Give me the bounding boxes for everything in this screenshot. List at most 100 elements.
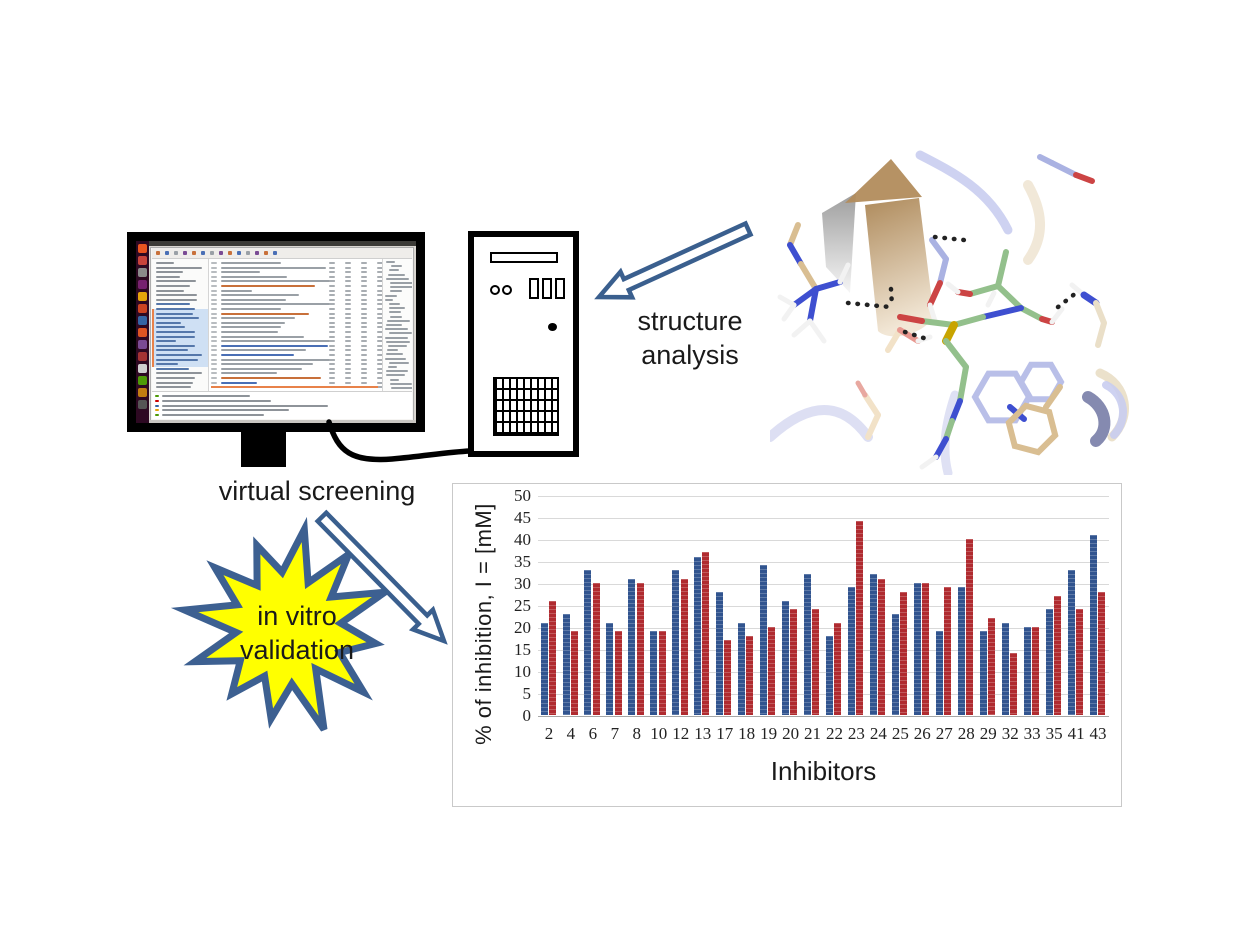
screen-noise-line [361, 262, 367, 264]
screen-noise-line [329, 280, 335, 283]
screen-noise-line [390, 315, 403, 318]
screen-noise-line [211, 321, 217, 324]
desktop-launcher-bar [136, 241, 149, 423]
dock-icon [138, 244, 147, 253]
screen-noise-line [386, 353, 404, 356]
grid-line [538, 693, 1109, 695]
x-tick-label: 19 [760, 724, 778, 743]
screen-noise-line [345, 317, 351, 320]
toolbar-icon [183, 251, 187, 255]
hydrogen-bond-dashes [845, 234, 1079, 343]
screen-noise-line [211, 308, 217, 310]
screen-noise-line [388, 303, 401, 305]
screen-noise-line [156, 285, 190, 287]
screen-noise-line [361, 266, 367, 269]
screen-noise-line [329, 331, 335, 333]
screen-noise-line [162, 399, 271, 402]
screen-noise-line [211, 331, 217, 333]
screen-noise-line [211, 367, 217, 370]
screen-noise-line [361, 377, 367, 379]
screen-noise-line [329, 289, 335, 292]
dock-icon [138, 280, 147, 289]
in-vitro-line2: validation [239, 635, 355, 665]
screen-noise-line [211, 363, 217, 366]
x-tick-label: 2 [544, 724, 554, 743]
y-tick-label: 25 [514, 596, 531, 615]
screen-noise-line [345, 280, 351, 283]
bar-red-17 [724, 640, 732, 715]
screen-noise-line [390, 286, 412, 289]
screen-noise-line [377, 358, 382, 361]
screen-noise-line [385, 298, 394, 301]
screen-noise-line [345, 358, 351, 361]
bar-red-12 [680, 578, 688, 715]
bar-red-13 [702, 552, 710, 715]
table-highlight-line [211, 386, 378, 388]
screen-noise-line [386, 349, 399, 352]
screen-noise-line [221, 377, 322, 379]
screen-noise-line [156, 377, 195, 379]
y-tick-label: 30 [514, 574, 531, 593]
screen-noise-line [155, 404, 159, 407]
bar-blue-4 [562, 613, 570, 715]
screen-noise-line [156, 363, 178, 366]
screen-noise-line [361, 275, 367, 278]
screen-noise-line [390, 387, 412, 389]
screen-noise-line [156, 266, 202, 269]
screen-noise-line [388, 269, 400, 272]
tower-grill [493, 377, 559, 436]
screen-noise-line [377, 363, 382, 366]
screen-noise-line [377, 331, 382, 333]
screen-noise-line [385, 261, 396, 263]
screen-noise-line [385, 374, 405, 377]
screen-noise-line [361, 331, 367, 333]
screen-noise-line [377, 285, 382, 287]
screen-noise-line [156, 381, 194, 384]
app-log-panel [152, 391, 412, 419]
x-tick-label: 7 [610, 724, 620, 743]
bar-blue-26 [913, 583, 921, 715]
bar-red-43 [1097, 591, 1105, 715]
screen-noise-line [345, 298, 351, 301]
screen-noise-line [345, 340, 351, 343]
screen-noise-line [345, 289, 351, 292]
grid-line [538, 561, 1109, 563]
screen-noise-line [361, 280, 367, 283]
screen-noise-line [345, 335, 351, 338]
screen-noise-line [390, 282, 412, 284]
screen-noise-line [221, 372, 278, 375]
protein-ribbons [770, 150, 1129, 475]
screen-noise-line [390, 265, 403, 268]
grid-line [538, 539, 1109, 541]
monitor-screen [136, 241, 416, 423]
x-tick-label: 22 [826, 724, 843, 743]
toolbar-icon [237, 251, 241, 255]
screen-noise-line [361, 349, 367, 352]
screen-noise-line [156, 372, 202, 375]
screen-noise-line [221, 326, 281, 329]
dock-icon [138, 304, 147, 313]
screen-noise-line [329, 303, 335, 306]
screen-noise-line [329, 262, 335, 264]
toolbar-icon [165, 251, 169, 255]
bar-red-7 [614, 631, 622, 715]
screen-noise-line [377, 312, 382, 315]
x-tick-label: 28 [957, 724, 975, 743]
screen-noise-line [221, 331, 278, 333]
screen-noise-line [211, 344, 217, 347]
monitor-cable [326, 419, 473, 463]
x-tick-label: 10 [650, 724, 668, 743]
dock-icon [138, 340, 147, 349]
toolbar-icon [201, 251, 205, 255]
screen-noise-line [329, 308, 335, 310]
y-tick-label: 5 [522, 684, 532, 703]
screen-noise-line [385, 336, 408, 339]
grid-line [538, 517, 1109, 519]
bar-blue-32 [1001, 622, 1009, 715]
screen-noise-line [156, 294, 197, 297]
screen-noise-line [211, 285, 217, 287]
screen-noise-line [345, 262, 351, 264]
screen-noise-line [211, 280, 217, 283]
bar-red-21 [812, 609, 820, 715]
